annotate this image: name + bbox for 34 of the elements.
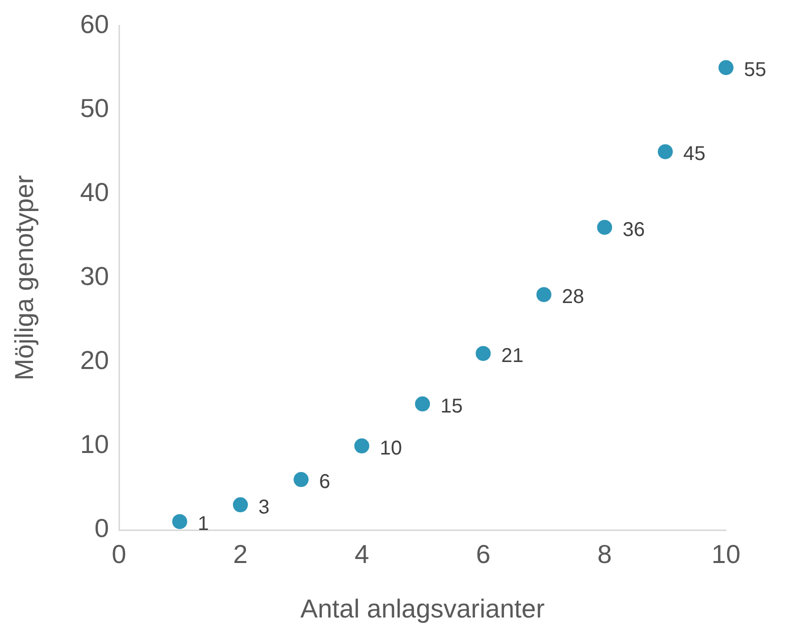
y-tick-label: 0 — [94, 513, 109, 544]
point — [536, 287, 552, 302]
point — [597, 220, 612, 235]
data-label: 45 — [683, 143, 706, 166]
data-label: 1 — [198, 513, 209, 536]
y-tick-label: 40 — [80, 176, 109, 207]
data-label: 6 — [319, 471, 330, 494]
point — [172, 514, 188, 530]
y-tick-label: 60 — [80, 8, 109, 39]
point — [415, 396, 430, 412]
x-tick-label: 4 — [354, 538, 370, 569]
data-label: 10 — [380, 437, 402, 460]
y-tick-label: 20 — [80, 345, 109, 376]
data-label: 36 — [622, 218, 645, 241]
x-tick-label: 2 — [233, 538, 248, 569]
point — [354, 438, 370, 454]
x-tick-label: 10 — [712, 538, 740, 569]
data-label: 3 — [258, 496, 270, 518]
x-tick-label: 8 — [597, 538, 612, 569]
y-tick-label: 10 — [80, 429, 109, 460]
data-label: 15 — [440, 395, 463, 418]
point — [658, 144, 673, 160]
y-tick-label: 50 — [80, 92, 109, 123]
point — [294, 472, 309, 488]
point — [476, 346, 491, 361]
y-tick-label: 30 — [80, 260, 109, 291]
y-axis-title: Möjliga genotyper — [8, 174, 39, 380]
point — [718, 60, 734, 76]
point — [232, 497, 248, 512]
data-label: 21 — [501, 344, 524, 367]
data-label: 55 — [744, 59, 766, 82]
x-tick-label: 6 — [476, 538, 490, 569]
data-label: 28 — [562, 286, 584, 308]
x-axis-title: Antal anlagsvarianter — [300, 594, 545, 624]
